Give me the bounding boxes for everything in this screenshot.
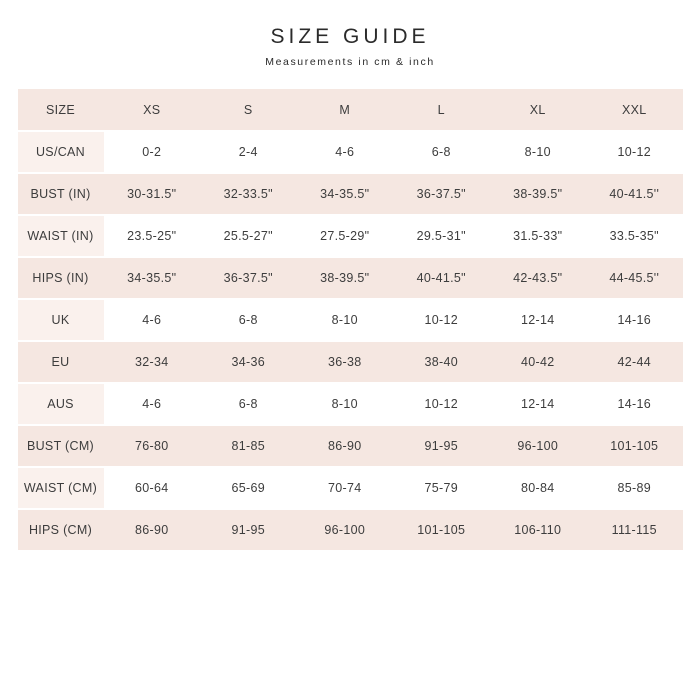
size-value: 34-35.5" — [296, 173, 393, 216]
size-value: 106-110 — [489, 509, 586, 552]
size-value: 4-6 — [103, 299, 200, 342]
size-value: 23.5-25" — [103, 215, 200, 258]
size-value: 33.5-35" — [586, 215, 683, 258]
table-row: WAIST (IN) 23.5-25" 25.5-27" 27.5-29" 29.5-3… — [17, 215, 683, 258]
size-value: 42-44 — [586, 341, 683, 384]
table-row: HIPS (CM) 86-90 91-95 96-100 101-105 106-110 1… — [17, 509, 683, 552]
column-header-s: S — [200, 89, 297, 132]
row-label: WAIST (IN) — [17, 215, 104, 258]
size-value: 91-95 — [200, 509, 297, 552]
size-value: 4-6 — [103, 383, 200, 426]
table-body: US/CAN 0-2 2-4 4-6 6-8 8-10 10-12 BUST (IN) 30-3… — [17, 131, 683, 552]
table-row: WAIST (CM) 60-64 65-69 70-74 75-79 80-84 85-89 — [17, 467, 683, 510]
size-value: 32-34 — [103, 341, 200, 384]
column-header-size: SIZE — [17, 89, 104, 132]
size-value: 96-100 — [489, 425, 586, 468]
size-guide-page: SIZE GUIDE Measurements in cm & inch SIZ… — [17, 25, 683, 552]
size-value: 6-8 — [200, 383, 297, 426]
size-value: 40-42 — [489, 341, 586, 384]
size-value: 14-16 — [586, 299, 683, 342]
header-row: SIZE XS S M L XL XXL — [17, 89, 683, 132]
column-header-xs: XS — [103, 89, 200, 132]
size-value: 40-41.5'' — [586, 173, 683, 216]
size-value: 36-37.5" — [200, 257, 297, 300]
size-value: 91-95 — [393, 425, 490, 468]
size-value: 10-12 — [586, 131, 683, 174]
size-value: 0-2 — [103, 131, 200, 174]
size-value: 27.5-29" — [296, 215, 393, 258]
size-value: 65-69 — [200, 467, 297, 510]
column-header-xl: XL — [489, 89, 586, 132]
table-row: BUST (IN) 30-31.5" 32-33.5" 34-35.5" 36-37.5… — [17, 173, 683, 216]
size-value: 86-90 — [296, 425, 393, 468]
row-label: AUS — [17, 383, 104, 426]
size-value: 38-40 — [393, 341, 490, 384]
size-value: 86-90 — [103, 509, 200, 552]
size-value: 14-16 — [586, 383, 683, 426]
size-value: 2-4 — [200, 131, 297, 174]
size-value: 10-12 — [393, 299, 490, 342]
size-value: 25.5-27" — [200, 215, 297, 258]
size-value: 40-41.5" — [393, 257, 490, 300]
size-value: 36-37.5" — [393, 173, 490, 216]
size-value: 29.5-31" — [393, 215, 490, 258]
row-label: WAIST (CM) — [17, 467, 104, 510]
size-value: 44-45.5'' — [586, 257, 683, 300]
size-value: 32-33.5" — [200, 173, 297, 216]
row-label: HIPS (IN) — [17, 257, 104, 300]
column-header-l: L — [393, 89, 490, 132]
size-value: 10-12 — [393, 383, 490, 426]
size-value: 96-100 — [296, 509, 393, 552]
size-value: 12-14 — [489, 299, 586, 342]
row-label: HIPS (CM) — [17, 509, 104, 552]
size-value: 70-74 — [296, 467, 393, 510]
row-label: BUST (CM) — [17, 425, 104, 468]
row-label: BUST (IN) — [17, 173, 104, 216]
table-row: BUST (CM) 76-80 81-85 86-90 91-95 96-100 101-1… — [17, 425, 683, 468]
size-value: 101-105 — [393, 509, 490, 552]
column-header-m: M — [296, 89, 393, 132]
size-value: 8-10 — [489, 131, 586, 174]
table-row: HIPS (IN) 34-35.5" 36-37.5" 38-39.5" 40-41.5… — [17, 257, 683, 300]
size-value: 36-38 — [296, 341, 393, 384]
row-label: US/CAN — [17, 131, 104, 174]
size-value: 38-39.5" — [489, 173, 586, 216]
page-title: SIZE GUIDE — [270, 25, 430, 48]
size-value: 111-115 — [586, 509, 683, 552]
size-value: 80-84 — [489, 467, 586, 510]
size-value: 4-6 — [296, 131, 393, 174]
size-value: 8-10 — [296, 383, 393, 426]
table-row: UK 4-6 6-8 8-10 10-12 12-14 14-16 — [17, 299, 683, 342]
size-value: 75-79 — [393, 467, 490, 510]
size-value: 12-14 — [489, 383, 586, 426]
column-header-xxl: XXL — [586, 89, 683, 132]
size-value: 76-80 — [103, 425, 200, 468]
size-value: 38-39.5" — [296, 257, 393, 300]
size-value: 6-8 — [393, 131, 490, 174]
table-row: AUS 4-6 6-8 8-10 10-12 12-14 14-16 — [17, 383, 683, 426]
size-value: 101-105 — [586, 425, 683, 468]
size-value: 31.5-33" — [489, 215, 586, 258]
size-value: 30-31.5" — [103, 173, 200, 216]
table-row: EU 32-34 34-36 36-38 38-40 40-42 42-44 — [17, 341, 683, 384]
size-value: 60-64 — [103, 467, 200, 510]
size-value: 85-89 — [586, 467, 683, 510]
row-label: UK — [17, 299, 104, 342]
size-value: 8-10 — [296, 299, 393, 342]
size-guide-table: SIZE XS S M L XL XXL US/CAN 0-2 2-4 4-6 6-8 8… — [17, 89, 683, 552]
row-label: EU — [17, 341, 104, 384]
size-value: 34-36 — [200, 341, 297, 384]
size-value: 81-85 — [200, 425, 297, 468]
size-value: 34-35.5" — [103, 257, 200, 300]
page-subtitle: Measurements in cm & inch — [265, 56, 435, 68]
table-row: US/CAN 0-2 2-4 4-6 6-8 8-10 10-12 — [17, 131, 683, 174]
size-value: 6-8 — [200, 299, 297, 342]
size-value: 42-43.5" — [489, 257, 586, 300]
